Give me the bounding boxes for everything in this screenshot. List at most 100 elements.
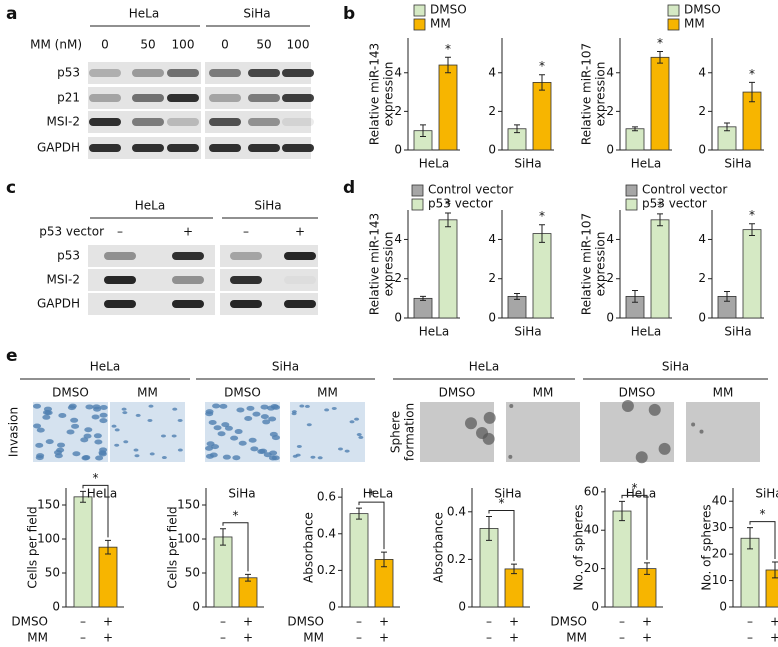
condition-label: MM: [317, 386, 338, 400]
row-sign: –: [80, 615, 86, 629]
row-sign: –: [356, 631, 362, 645]
panel-label: e: [6, 346, 18, 366]
row-label: GAPDH: [37, 297, 80, 311]
y-tick-label: 4: [698, 65, 706, 79]
cell: [135, 413, 141, 417]
condition-label: MM: [713, 386, 734, 400]
y-tick-label: 0: [192, 600, 200, 614]
y-tick-label: 0.2: [317, 563, 336, 577]
cell: [71, 423, 80, 429]
cell: [260, 404, 269, 410]
error-bar: [749, 81, 755, 103]
lane-label: 50: [256, 38, 271, 52]
assay-label: Invasion: [7, 407, 21, 457]
annotation: *: [445, 42, 451, 56]
y-tick-label: 100: [37, 532, 60, 546]
annotation: *: [749, 67, 755, 81]
sphere: [658, 442, 671, 455]
cell: [43, 406, 52, 412]
band: [132, 69, 164, 77]
y-axis-label: expression: [594, 62, 608, 127]
legend-label: MM: [430, 17, 451, 31]
panel-label: d: [343, 178, 355, 198]
row-sign: –: [747, 615, 753, 629]
band: [209, 69, 241, 77]
annotation: *: [499, 496, 505, 510]
cell: [85, 404, 94, 410]
annotation: *: [760, 507, 766, 521]
blot-strip: [220, 269, 318, 291]
sphere: [621, 400, 634, 413]
bar: [98, 546, 118, 608]
error-bar: [749, 223, 755, 237]
cell: [230, 435, 239, 441]
y-tick-label: 0: [698, 311, 706, 325]
cell: [205, 445, 214, 451]
y-tick-label: 2: [488, 104, 496, 118]
y-tick-label: 0: [719, 600, 727, 614]
band: [172, 300, 204, 308]
cell: [148, 404, 154, 408]
cell: [121, 407, 127, 411]
cell: [299, 404, 305, 408]
significance-bracket: [358, 501, 385, 550]
row-sign: +: [642, 615, 652, 629]
row-sign: +: [103, 615, 113, 629]
y-tick-label: 2: [394, 271, 402, 285]
cell: [36, 427, 45, 433]
cell: [94, 439, 103, 445]
legend-label: Control vector: [428, 183, 513, 197]
row-label: MM: [27, 631, 48, 645]
y-tick-label: 0: [488, 311, 496, 325]
y-tick-label: 2: [698, 271, 706, 285]
cell: [42, 414, 51, 420]
error-bar: [539, 74, 545, 91]
y-axis-label: Absorbance: [302, 512, 316, 583]
band: [104, 276, 136, 284]
error-bar: [105, 539, 111, 555]
row-sign: +: [379, 615, 389, 629]
bar: [73, 496, 93, 608]
band: [209, 118, 241, 126]
row-sign: +: [642, 631, 652, 645]
sphere: [648, 403, 661, 416]
error-bar: [539, 224, 545, 243]
y-tick-label: 0.2: [447, 552, 466, 566]
lane-label: 100: [287, 38, 310, 52]
cell: [84, 427, 93, 433]
error-bar: [644, 562, 650, 575]
cell: [134, 454, 140, 458]
cell: [35, 442, 44, 448]
cell: [98, 451, 107, 457]
cell: [213, 425, 222, 431]
row-sign: –: [80, 631, 86, 645]
band: [167, 69, 199, 77]
y-axis-label: No. of spheres: [572, 504, 586, 590]
cell: [33, 403, 42, 409]
band: [284, 252, 316, 260]
cell: [149, 452, 155, 456]
y-tick-label: 4: [394, 232, 402, 246]
band: [284, 300, 316, 308]
y-tick-label: 0: [328, 600, 336, 614]
sphere: [509, 404, 514, 409]
error-bar: [445, 56, 451, 74]
significance-bracket: [621, 494, 648, 560]
y-tick-label: 2: [698, 104, 706, 118]
cell: [257, 449, 266, 455]
y-tick-label: 20: [712, 547, 727, 561]
annotation: *: [445, 197, 451, 211]
panel-label: b: [343, 4, 355, 24]
legend-swatch: [667, 4, 680, 17]
row-sign: +: [770, 615, 778, 629]
chart-title: HeLa: [87, 487, 117, 501]
cell: [331, 406, 337, 410]
error-bar: [420, 124, 426, 137]
y-tick-label: 4: [606, 65, 614, 79]
bar: [650, 56, 670, 151]
annotation: *: [632, 481, 638, 495]
cell: [344, 449, 350, 453]
cell: [252, 411, 261, 417]
cell: [66, 429, 75, 435]
cell: [57, 442, 66, 448]
